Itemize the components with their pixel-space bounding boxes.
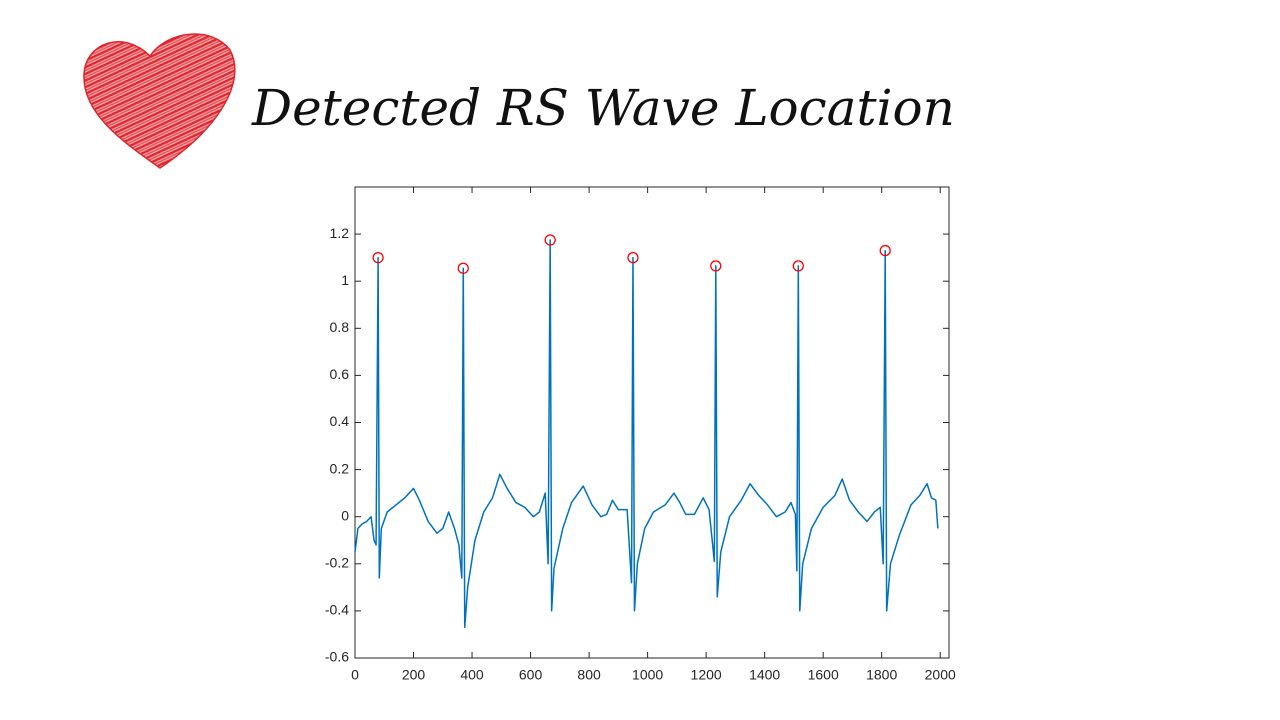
chart: -0.6 -0.4 -0.2 0 0.2 0.4 0.6 0.8 1 1.2 0 200 400 600 8… (325, 186, 956, 683)
ecg-line (354, 239, 939, 629)
r-peak-marker (457, 262, 469, 274)
x-tick-label: 200 (402, 667, 426, 683)
y-tick-label: 0.6 (330, 366, 350, 382)
slide-title: Detected RS Wave Location (251, 79, 955, 137)
r-peak-marker (792, 260, 804, 272)
r-peak-marker (710, 260, 722, 272)
plot-area (354, 186, 950, 659)
y-tick-label: -0.2 (325, 555, 349, 571)
x-tick-label: 1600 (808, 667, 839, 683)
y-tick-label: 0.8 (330, 319, 350, 335)
y-tick-label: 1.2 (330, 225, 350, 241)
y-tick-label: 0.2 (330, 460, 350, 476)
x-tick-label: 1000 (632, 667, 663, 683)
y-tick-label: 0.4 (330, 413, 350, 429)
x-tick-label: 0 (351, 667, 359, 683)
x-tick-label: 600 (519, 667, 543, 683)
x-tick-label: 1200 (691, 667, 722, 683)
x-tick-label: 1800 (866, 667, 897, 683)
heart-icon (83, 33, 236, 169)
r-peak-marker (544, 234, 556, 246)
y-tick-label: -0.6 (325, 649, 349, 665)
r-peak-marker (627, 251, 639, 264)
y-tick-label: -0.4 (325, 602, 349, 618)
x-tick-label: 800 (577, 667, 601, 683)
y-tick-label: 0 (341, 507, 349, 523)
x-tick-label: 1400 (749, 667, 780, 683)
y-tick-label: 1 (341, 272, 349, 288)
r-peak-marker (372, 251, 384, 264)
r-peak-marker (879, 244, 891, 257)
x-tick-label: 2000 (925, 667, 956, 683)
x-tick-label: 400 (460, 667, 484, 683)
